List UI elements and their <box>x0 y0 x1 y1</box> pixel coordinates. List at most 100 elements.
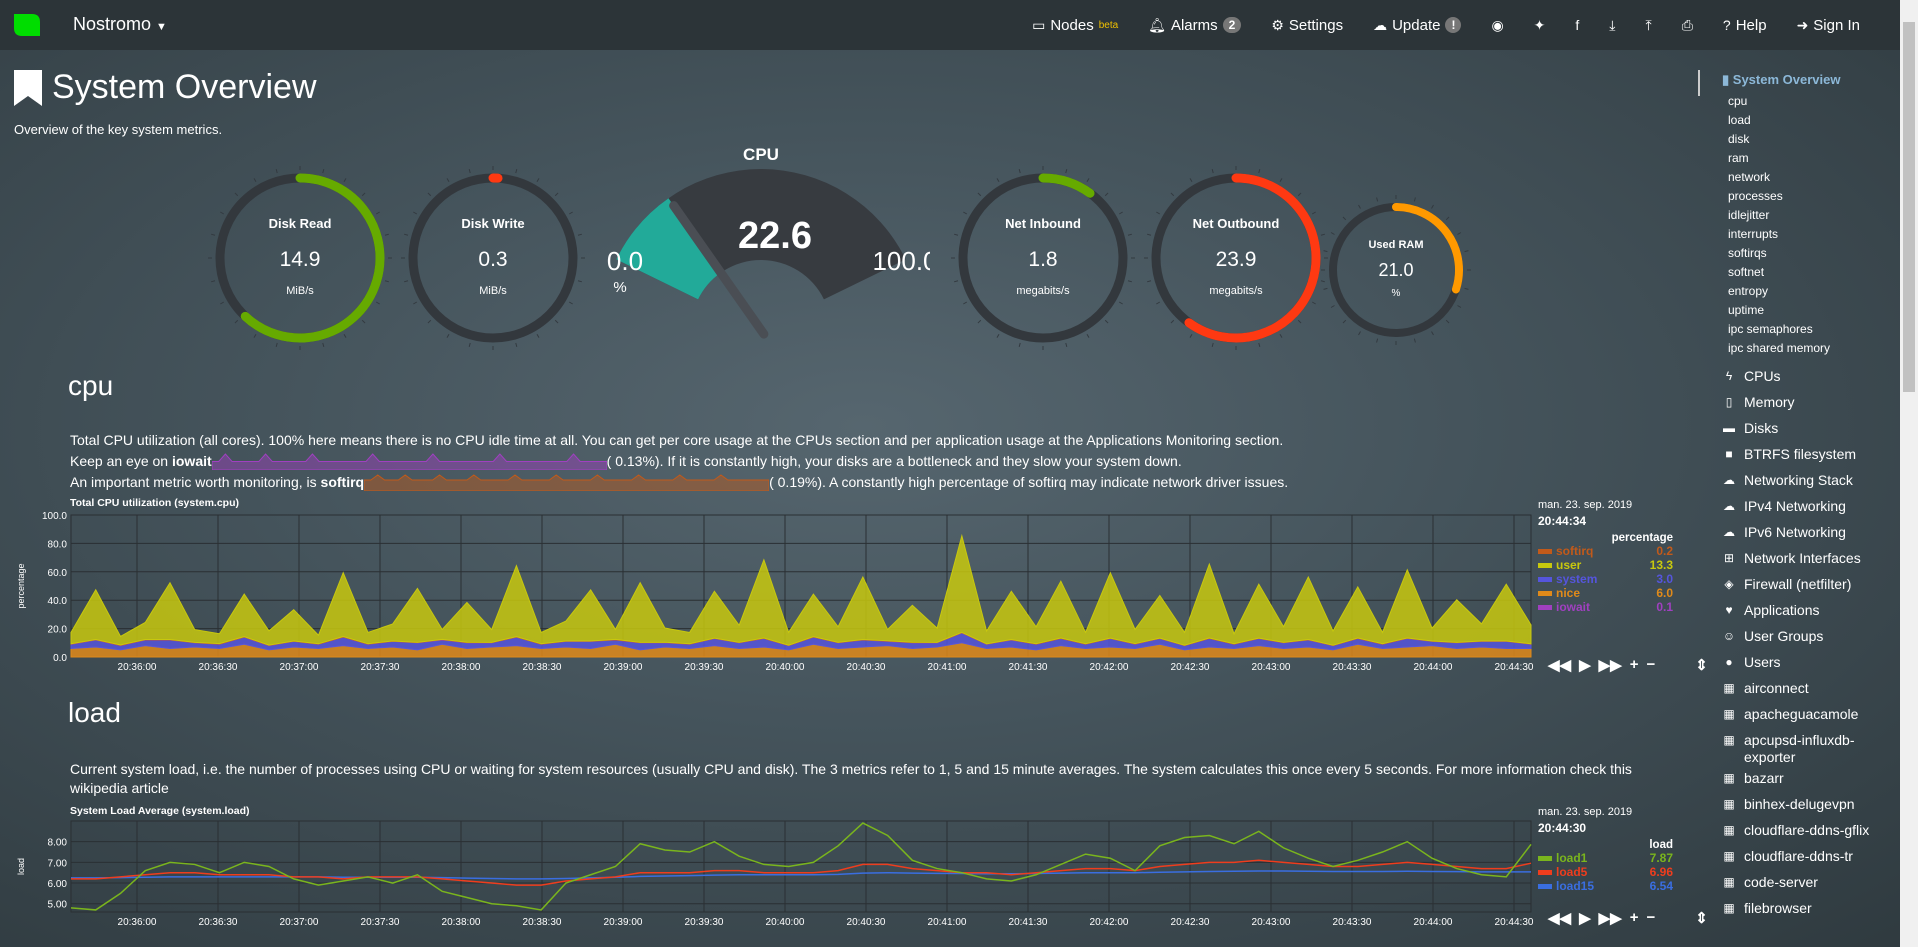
legend-units: percentage <box>1611 532 1673 544</box>
legend-item-nice[interactable]: nice 6.0 <box>1538 586 1673 600</box>
sidebar-subitem-uptime[interactable]: uptime <box>1728 303 1765 317</box>
sitemap-icon: ⊞ <box>1723 551 1735 565</box>
legend-value: 6.54 <box>1649 879 1673 893</box>
sidebar-subitem-entropy[interactable]: entropy <box>1728 284 1769 298</box>
gauge-net-outbound[interactable]: Net Outbound 23.9 megabits/s <box>1142 164 1330 352</box>
y-tick-label: 40.0 <box>48 596 68 607</box>
sidebar-item-networking-stack[interactable]: ☁ Networking Stack <box>1722 472 1897 498</box>
hostname-dropdown[interactable]: Nostromo ▼ <box>73 14 167 35</box>
x-tick-label: 20:41:00 <box>928 917 967 928</box>
sidebar-subitem-softnet[interactable]: softnet <box>1728 265 1765 279</box>
legend-item-softirq[interactable]: softirq 0.2 <box>1538 544 1673 558</box>
gauge-used-ram[interactable]: Used RAM 21.0% <box>1319 193 1473 347</box>
legend-item-iowait[interactable]: iowait 0.1 <box>1538 600 1673 614</box>
scrollbar-thumb[interactable] <box>1903 22 1915 392</box>
sidebar-item-bazarr[interactable]: ▦ bazarr <box>1722 770 1897 796</box>
play-icon[interactable]: ▶ <box>1579 657 1591 674</box>
nav-item-update[interactable]: ☁ Update! <box>1373 17 1462 34</box>
pan-right-icon[interactable]: ▶▶ <box>1598 910 1622 927</box>
nav-item-sign-in[interactable]: ➜ Sign In <box>1797 17 1860 34</box>
page-scrollbar[interactable] <box>1900 0 1918 947</box>
legend-item-load15[interactable]: load15 6.54 <box>1538 879 1673 893</box>
zoom-out-icon[interactable]: − <box>1646 909 1656 926</box>
sidebar-item-binhex-delugevpn[interactable]: ▦ binhex-delugevpn <box>1722 796 1897 822</box>
nav-item-twitter[interactable]: ✦ <box>1534 17 1546 34</box>
legend-value: 3.0 <box>1656 572 1673 586</box>
sidebar-subitem-network[interactable]: network <box>1728 170 1771 184</box>
zoom-in-icon[interactable]: + <box>1629 909 1639 926</box>
nav-item-help[interactable]: ? Help <box>1723 17 1767 34</box>
cpu-gauge[interactable]: CPU 22.6 0.0 100.0% <box>590 140 930 370</box>
legend-item-load5[interactable]: load5 6.96 <box>1538 865 1673 879</box>
sidebar-item-apacheguacamole[interactable]: ▦ apacheguacamole <box>1722 706 1897 732</box>
sidebar-item-network-interfaces[interactable]: ⊞ Network Interfaces <box>1722 550 1897 576</box>
pan-left-icon[interactable]: ◀◀ <box>1548 657 1572 674</box>
sidebar-subitem-interrupts[interactable]: interrupts <box>1728 227 1779 241</box>
legend-time: 20:44:34 <box>1538 514 1587 528</box>
sidebar-subitem-idlejitter[interactable]: idlejitter <box>1728 208 1770 222</box>
nav-item-alarms[interactable]: 🔔︎ Alarms 2 <box>1148 17 1242 34</box>
sidebar-item-firewall-netfilter-[interactable]: ◈ Firewall (netfilter) <box>1722 576 1897 602</box>
x-tick-label: 20:43:00 <box>1252 662 1291 670</box>
pan-left-icon[interactable]: ◀◀ <box>1548 910 1572 927</box>
sidebar-item-memory[interactable]: ▯ Memory <box>1722 394 1897 420</box>
sidebar-subitem-processes[interactable]: processes <box>1728 189 1783 203</box>
sidebar-subitem-ipc-semaphores[interactable]: ipc semaphores <box>1728 322 1813 336</box>
sidebar-item-label: filebrowser <box>1744 900 1812 916</box>
legend-item-system[interactable]: system 3.0 <box>1538 572 1673 586</box>
pan-right-icon[interactable]: ▶▶ <box>1598 657 1622 674</box>
sidebar-item-cloudflare-ddns-tr[interactable]: ▦ cloudflare-ddns-tr <box>1722 848 1897 874</box>
gauge-disk-write[interactable]: Disk Write 0.3 MiB/s <box>399 164 587 352</box>
sidebar-subitem-ipc-shared-memory[interactable]: ipc shared memory <box>1728 341 1831 355</box>
sidebar-item-system-overview[interactable]: ▮ System Overview <box>1722 72 1841 87</box>
nav-item-print[interactable]: ⎙ <box>1682 17 1693 34</box>
sidebar-subitem-disk[interactable]: disk <box>1728 132 1750 146</box>
sidebar-subitem-softirqs[interactable]: softirqs <box>1728 246 1767 260</box>
legend-item-user[interactable]: user 13.3 <box>1538 558 1673 572</box>
sidebar-subitem-cpu[interactable]: cpu <box>1728 94 1748 108</box>
gauge-disk-read[interactable]: Disk Read 14.9 MiB/s <box>206 164 394 352</box>
nav-item-nodes[interactable]: ▭ Nodes beta <box>1032 17 1118 34</box>
zoom-in-icon[interactable]: + <box>1629 656 1639 673</box>
gauge-needle <box>669 201 769 339</box>
gauge-value: 23.9 <box>1216 248 1257 271</box>
zoom-out-icon[interactable]: − <box>1646 656 1656 673</box>
sidebar-item-airconnect[interactable]: ▦ airconnect <box>1722 680 1897 706</box>
resize-icon[interactable]: ⇕ <box>1695 910 1708 927</box>
x-tick-label: 20:38:00 <box>442 662 481 670</box>
gauge-unit: megabits/s <box>1016 285 1070 297</box>
gauge-title: Disk Read <box>269 216 332 231</box>
sidebar-item-filebrowser[interactable]: ▦ filebrowser <box>1722 900 1897 926</box>
sidebar-item-ipv6-networking[interactable]: ☁ IPv6 Networking <box>1722 524 1897 550</box>
sidebar-subitem-ram[interactable]: ram <box>1728 151 1749 165</box>
x-tick-label: 20:37:00 <box>280 662 319 670</box>
grid-icon: ▦ <box>1723 849 1735 863</box>
sidebar-subitem-load[interactable]: load <box>1728 113 1751 127</box>
nav-item-download[interactable]: ⤓ <box>1609 17 1615 34</box>
sidebar-item-user-groups[interactable]: ☺ User Groups <box>1722 628 1897 654</box>
play-icon[interactable]: ▶ <box>1579 910 1591 927</box>
gauge-net-inbound[interactable]: Net Inbound 1.8 megabits/s <box>949 164 1137 352</box>
legend-item-load1[interactable]: load1 7.87 <box>1538 851 1673 865</box>
nav-item-github[interactable]: ◉ <box>1491 17 1503 34</box>
print-icon: ⎙ <box>1681 16 1693 33</box>
sidebar-item-btrfs-filesystem[interactable]: ■ BTRFS filesystem <box>1722 446 1897 472</box>
nav-item-upload[interactable]: ⤒ <box>1646 17 1652 34</box>
x-tick-label: 20:38:30 <box>523 917 562 928</box>
sidebar-item-disks[interactable]: ▬ Disks <box>1722 420 1897 446</box>
resize-icon[interactable]: ⇕ <box>1695 657 1708 674</box>
sidebar-item-ipv4-networking[interactable]: ☁ IPv4 Networking <box>1722 498 1897 524</box>
sidebar-item-cloudflare-ddns-gflix[interactable]: ▦ cloudflare-ddns-gflix <box>1722 822 1897 848</box>
legend-date: man. 23. sep. 2019 <box>1538 806 1633 818</box>
load-chart[interactable]: 5.00 6.00 7.00 8.00 20:36:00 20:36:30 20:37:00… <box>0 813 1535 933</box>
sidebar-item-applications[interactable]: ♥ Applications <box>1722 602 1897 628</box>
sidebar-item-apcupsd-influxdb-exporter[interactable]: ▦ apcupsd-influxdb-exporter <box>1722 732 1897 770</box>
sidebar-item-users[interactable]: ● Users <box>1722 654 1897 680</box>
nav-item-facebook[interactable]: f <box>1575 17 1579 33</box>
y-tick-label: 0.0 <box>53 653 67 664</box>
netdata-logo-icon[interactable] <box>12 12 42 38</box>
nav-item-settings[interactable]: ⚙ Settings <box>1271 17 1343 34</box>
sidebar-item-code-server[interactable]: ▦ code-server <box>1722 874 1897 900</box>
sidebar-item-cpus[interactable]: ϟ CPUs <box>1722 368 1897 394</box>
cpu-chart[interactable]: 0.0 20.0 40.0 60.0 80.0 100.0 20:36:00 20:36:30… <box>0 505 1535 670</box>
